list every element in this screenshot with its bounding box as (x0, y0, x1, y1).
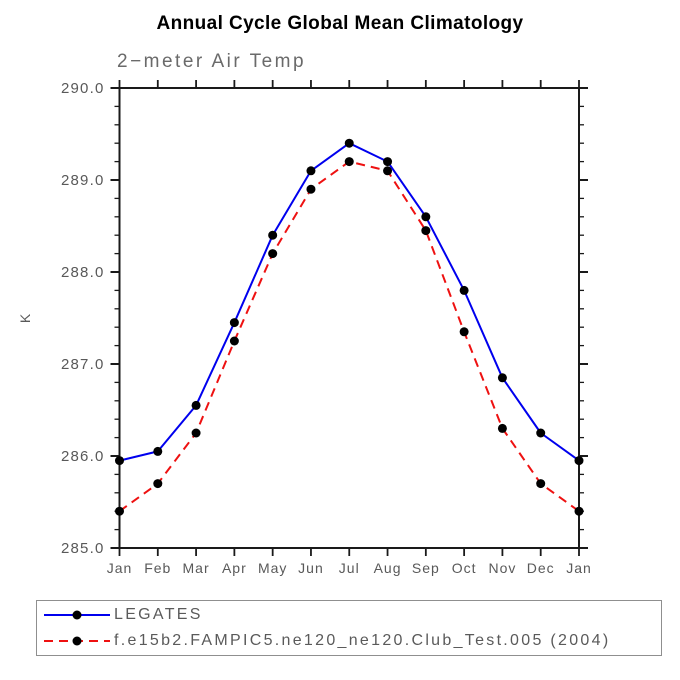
data-point-marker (459, 285, 469, 295)
chart-subtitle: 2−meter Air Temp (117, 51, 307, 72)
data-point-marker (115, 506, 124, 516)
legend-label-legates: LEGATES (114, 606, 203, 623)
x-tick-label: Dec (527, 560, 555, 576)
data-point-marker (268, 230, 278, 240)
data-point-marker (421, 212, 431, 222)
data-point-marker (229, 318, 239, 328)
data-point-marker (536, 479, 546, 489)
data-point-marker (497, 423, 507, 433)
data-point-marker (268, 249, 278, 259)
x-tick-label: Jul (339, 560, 360, 576)
series-line-1 (118, 160, 580, 513)
data-point-marker (229, 336, 239, 346)
data-point-marker (574, 456, 584, 466)
data-point-marker (497, 373, 507, 383)
data-point-marker (191, 428, 201, 438)
x-tick-label: Jun (298, 560, 324, 576)
data-point-marker (459, 327, 469, 337)
x-tick-label: Nov (488, 560, 516, 576)
chart-title: Annual Cycle Global Mean Climatology (156, 13, 524, 34)
x-tick-label: Jan (566, 560, 592, 576)
y-tick-label: 285.0 (61, 540, 105, 557)
x-tick-label: Sep (412, 560, 440, 576)
x-tick-label: Aug (374, 560, 402, 576)
legend-row-legates: LEGATES (42, 603, 661, 627)
y-tick-label: 286.0 (61, 448, 105, 465)
y-axis-title: K (17, 313, 33, 323)
data-point-marker (115, 456, 124, 466)
data-point-marker (153, 446, 163, 456)
x-tick-label: Feb (144, 560, 171, 576)
data-point-marker (153, 479, 163, 489)
data-point-marker (306, 184, 316, 194)
y-tick-label: 288.0 (61, 264, 105, 281)
x-tick-label: May (258, 560, 287, 576)
data-point-marker (306, 166, 316, 176)
data-point-marker (574, 506, 584, 516)
legend-row-model: f.e15b2.FAMPIC5.ne120_ne120.Club_Test.00… (42, 629, 661, 653)
legend-box: LEGATES f.e15b2.FAMPIC5.ne120_ne120.Club… (36, 600, 662, 656)
legend-sample-solid-line (44, 610, 110, 620)
data-point-marker (383, 166, 393, 176)
data-point-marker (536, 428, 546, 438)
y-tick-label: 287.0 (61, 356, 105, 373)
x-tick-label: Apr (222, 560, 247, 576)
x-tick-label: Jan (107, 560, 133, 576)
x-tick-label: Oct (452, 560, 477, 576)
data-point-marker (421, 226, 431, 236)
legend-label-model: f.e15b2.FAMPIC5.ne120_ne120.Club_Test.00… (114, 632, 611, 649)
data-point-marker (383, 157, 393, 167)
climatology-line-chart: Jan Feb Mar Apr May Jun Jul Aug Sep Oct Nov Dec Jan2… (17, 80, 592, 576)
y-tick-label: 289.0 (61, 172, 105, 189)
data-point-marker (191, 400, 201, 410)
plot-frame (118, 87, 580, 549)
data-point-marker (344, 138, 354, 148)
y-tick-label: 290.0 (61, 80, 105, 97)
data-point-marker (344, 157, 354, 167)
series-line-0 (119, 142, 580, 462)
x-tick-label: Mar (183, 560, 210, 576)
legend-sample-dashed-line (44, 636, 110, 646)
